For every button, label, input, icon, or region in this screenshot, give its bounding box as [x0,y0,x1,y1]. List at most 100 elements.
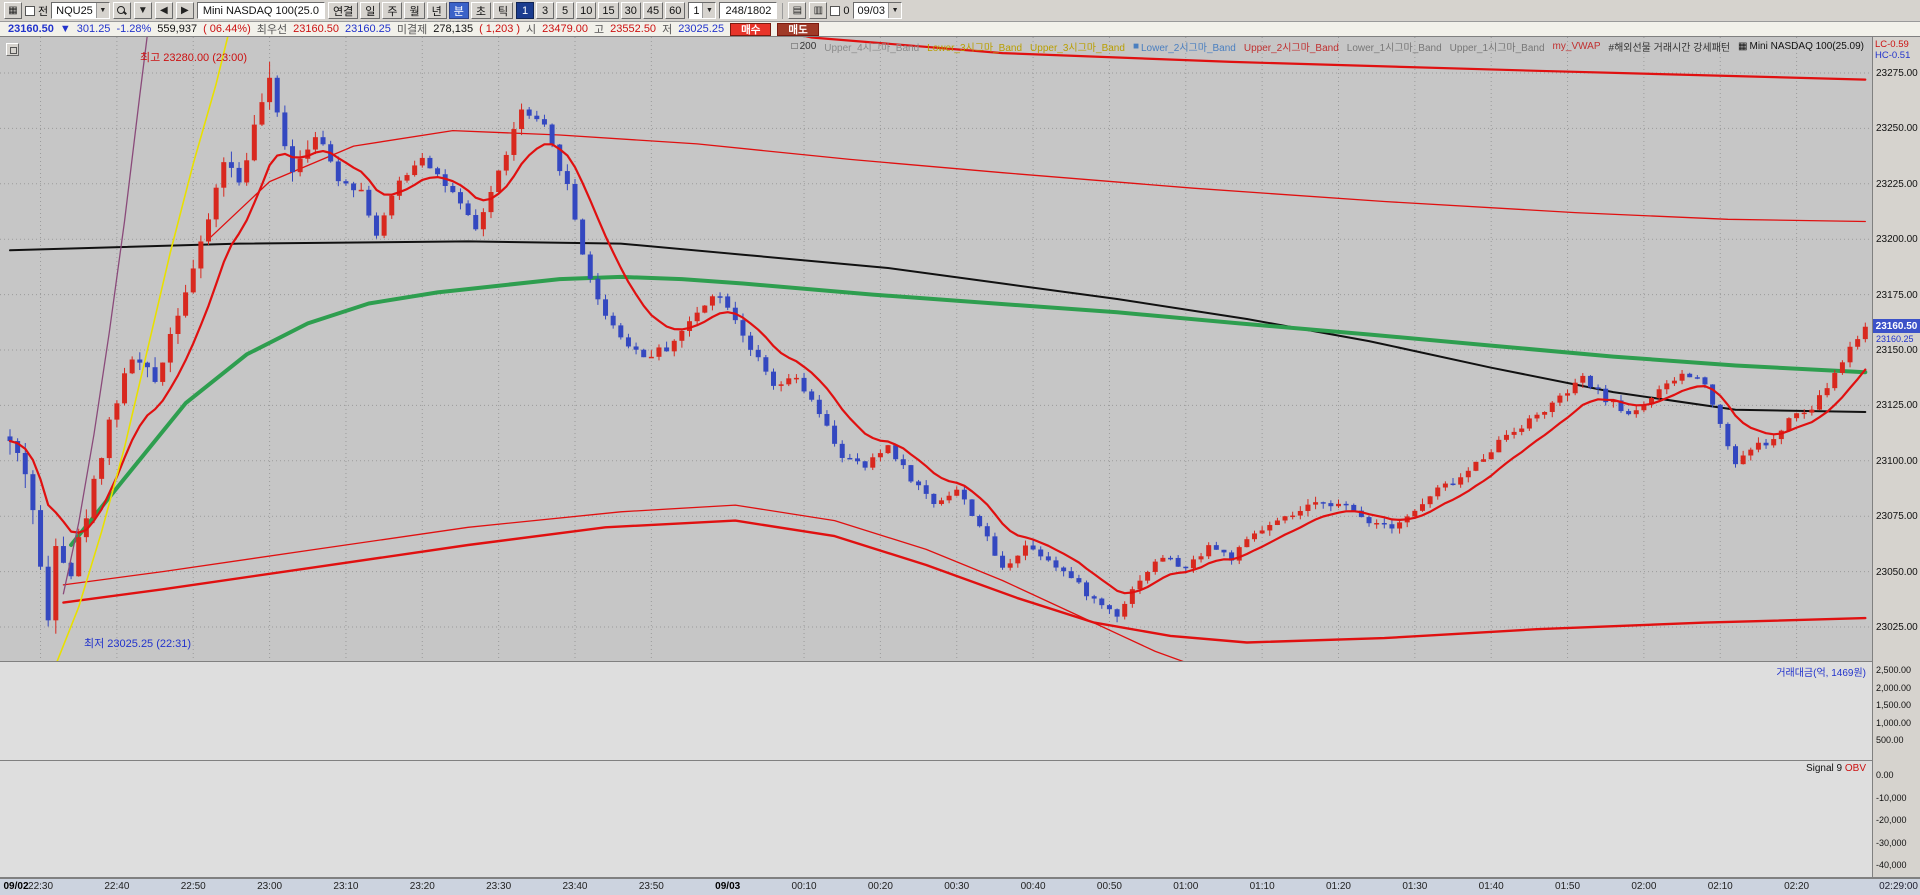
volume-pct: ( 06.44%) [203,23,251,35]
price-tick-2: 23225.00 [1876,178,1918,190]
minute-button-0[interactable]: 1 [516,2,535,19]
price-tick-1: 23250.00 [1876,123,1918,135]
obv-pane[interactable]: Signal 9 OBV [0,761,1872,877]
period-button-group: 연결 일 주 월 년 분 초 틱 [327,2,514,19]
chart-region: □ 200 Upper_4시그마_Band Lower_3시그마_Band Upper_… [0,37,1920,895]
checkbox-box-icon [25,5,35,16]
date-select[interactable]: 09/03 ▼ [852,2,903,19]
pane-divider[interactable] [0,760,1920,761]
chart-layout-icon[interactable]: ▤ [788,2,807,19]
time-tick-7: 23:30 [486,881,512,892]
period-button-0[interactable]: 연결 [327,2,359,19]
minute-button-2[interactable]: 5 [556,2,575,19]
chevron-down-icon: ▼ [702,3,716,18]
price-axis[interactable]: LC-0.59 HC-0.51 23275.00 23250.00 23225.00… [1872,37,1920,877]
crosshair-icon[interactable]: ▥ [809,2,828,19]
price-pane[interactable]: □ 200 Upper_4시그마_Band Lower_3시그마_Band Upper_… [0,37,1872,661]
low-value: 23025.25 [678,23,725,35]
legend-item-8: my_VWAP [1552,41,1601,52]
symbol-list-dropdown-icon[interactable]: ▼ [133,2,152,19]
volume-pane[interactable]: 거래대금(억, 1469원) [0,662,1872,760]
period-button-3[interactable]: 월 [404,2,425,19]
time-tick-17: 01:10 [1249,881,1275,892]
prev-symbol-button[interactable]: ◀ [154,2,173,19]
interval-combo[interactable]: 1 ▼ [688,2,717,19]
chevron-down-icon: ▼ [888,3,902,18]
open-interest-label: 미결제 [396,24,428,36]
all-checkbox-label: 전 [38,5,49,18]
time-tick-1: 22:30 [28,881,54,892]
price-chart-canvas[interactable] [0,37,1872,661]
last-price: 23160.50 [8,23,54,35]
legend-item-9: #해외선물 거래시간 강세패턴 [1608,43,1731,54]
best-quote-label: 최우선 [256,24,288,36]
price-change: 301.25 [76,23,111,35]
high-annotation: 최고 23280.00 (23:00) [140,52,248,64]
time-tick-22: 02:00 [1631,881,1657,892]
time-tick-20: 01:40 [1478,881,1504,892]
time-tick-11: 00:10 [791,881,817,892]
legend-item-5: Upper_2시그마_Band [1243,43,1339,54]
last-price-badge: 23160.50 [1873,319,1920,333]
period-button-1[interactable]: 일 [360,2,381,19]
obv-chart-canvas[interactable] [0,761,1872,877]
time-tick-16: 01:00 [1173,881,1199,892]
toolbar-divider [782,2,784,19]
chart-toolbar: ▦ 전 NQU25 ▼ ▼ ◀ ▶ Mini NASDAQ 100(25.0 연… [0,0,1920,22]
time-tick-13: 00:30 [944,881,970,892]
volume-tick-1: 2,000.00 [1876,682,1912,693]
time-tick-0: 09/02 [3,881,29,892]
minute-button-7[interactable]: 60 [665,2,686,19]
volume-value: 559,937 [157,23,198,35]
zero-checkbox[interactable]: 0 [830,5,850,17]
period-button-6[interactable]: 초 [470,2,491,19]
symbol-select[interactable]: NQU25 ▼ [51,2,110,19]
sell-button[interactable]: 매도 [777,22,819,36]
period-button-7[interactable]: 틱 [492,2,514,19]
time-tick-3: 22:50 [180,881,206,892]
minute-button-3[interactable]: 10 [576,2,597,19]
symbol-select-value: NQU25 [56,4,93,17]
period-button-5[interactable]: 분 [448,2,469,19]
pane-collapse-icon[interactable] [6,43,19,56]
chevron-down-icon: ▼ [95,3,109,18]
magnifier-icon [117,6,126,15]
time-tick-8: 23:40 [562,881,588,892]
price-tick-7: 23100.00 [1876,455,1918,467]
time-tick-21: 01:50 [1555,881,1581,892]
chart-window-icon[interactable]: ▦ [4,2,22,19]
obv-label: OBV [1844,763,1866,774]
minute-button-6[interactable]: 45 [642,2,664,19]
all-checkbox[interactable]: 전 [25,3,48,19]
legend-item-4: ■ Lower_2시그마_Band [1132,41,1236,54]
time-tick-19: 01:30 [1402,881,1428,892]
volume-chart-canvas[interactable] [0,662,1872,760]
pane-divider [0,877,1920,878]
signal-label: Signal 9 [1805,763,1843,774]
search-icon[interactable] [112,2,131,19]
obv-tick-3: -30,000 [1876,837,1907,848]
next-symbol-button[interactable]: ▶ [175,2,194,19]
time-tick-18: 01:20 [1325,881,1351,892]
obv-tick-1: -10,000 [1876,792,1907,803]
buy-button[interactable]: 매수 [730,22,772,36]
high-label: 고 [594,24,605,36]
legend-item-6: Lower_1시그마_Band [1346,43,1442,54]
time-tick-23: 02:10 [1707,881,1733,892]
date-select-value: 09/03 [857,4,886,17]
obv-pane-label: Signal 9 OBV [1806,763,1866,774]
time-tick-15: 00:50 [1096,881,1122,892]
period-button-4[interactable]: 년 [426,2,447,19]
pane-divider[interactable] [0,661,1920,662]
time-axis[interactable]: 09/02 22:30 22:40 22:50 23:00 23:10 23:20 23:30… [0,878,1920,895]
time-tick-14: 00:40 [1020,881,1046,892]
minute-button-4[interactable]: 15 [598,2,619,19]
minute-button-1[interactable]: 3 [536,2,555,19]
current-time-readout: 02:29:00 [1879,881,1918,892]
obv-tick-4: -40,000 [1876,860,1907,870]
period-button-2[interactable]: 주 [382,2,403,19]
minute-button-5[interactable]: 30 [620,2,641,19]
legend-item-3: Upper_3시그마_Band [1030,43,1125,54]
price-tick-3: 23200.00 [1876,234,1918,246]
